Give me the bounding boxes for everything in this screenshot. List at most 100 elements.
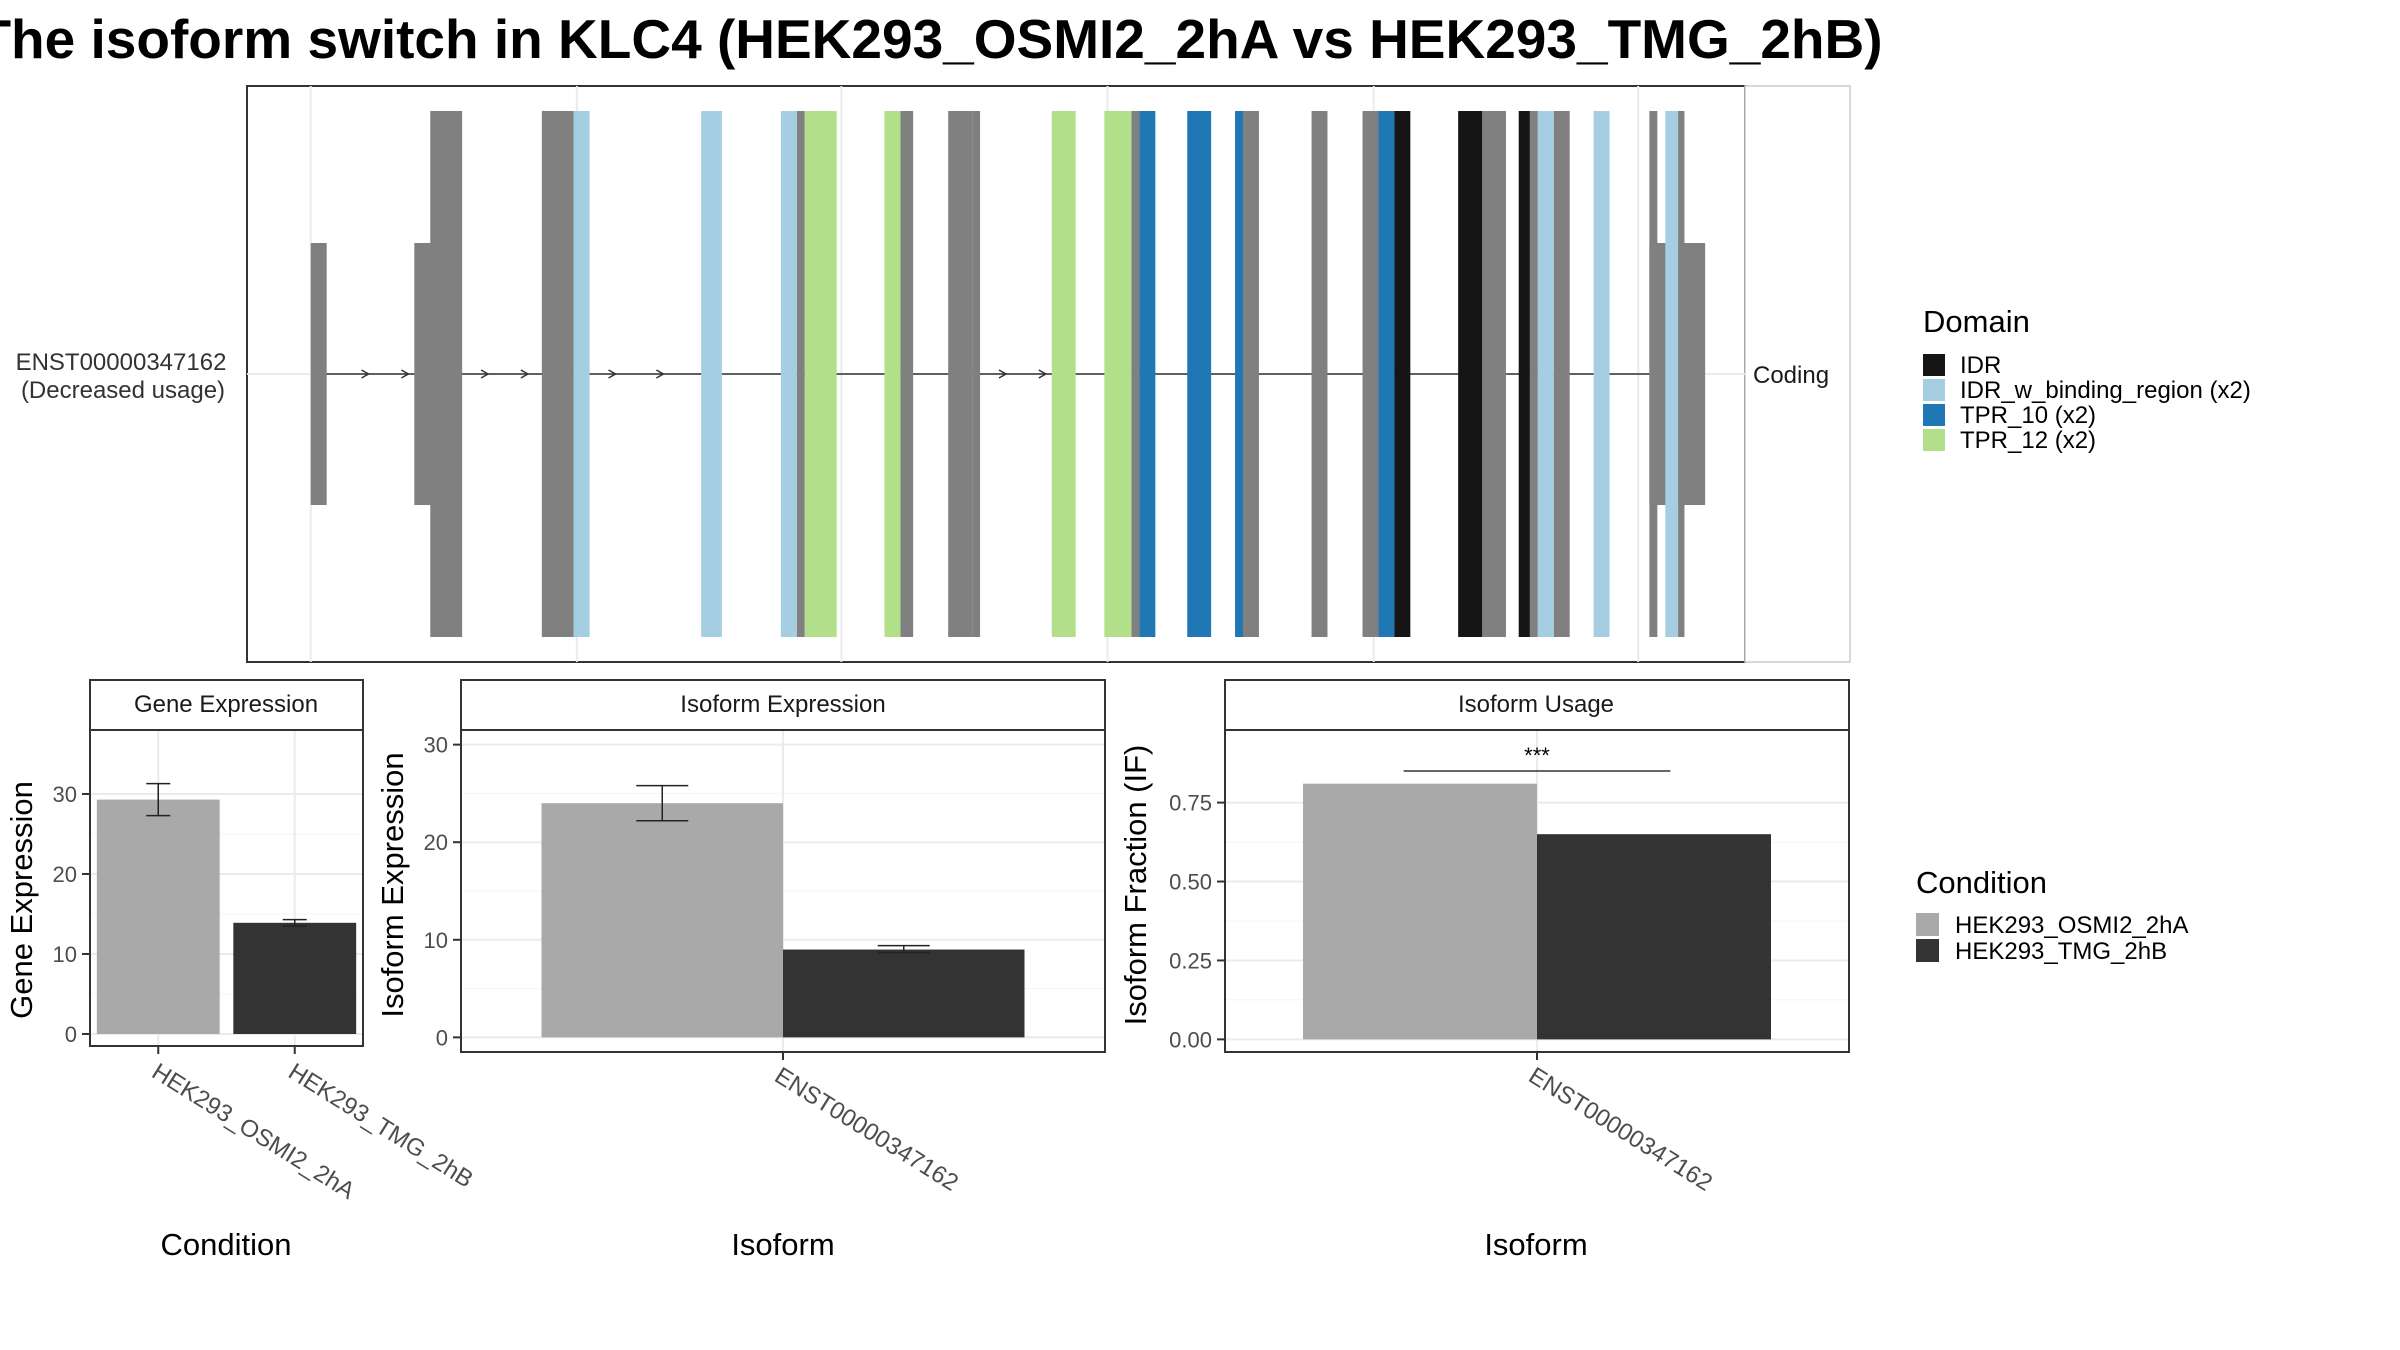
domain-legend-label: IDR_w_binding_region (x2) xyxy=(1960,377,2251,404)
bar-hek293-osmi2-2ha xyxy=(1303,783,1537,1040)
domain-block-idr-w-binding-region xyxy=(1665,111,1679,637)
domain-block-idr-w-binding-region xyxy=(701,111,722,637)
coding-exon-block xyxy=(1243,111,1259,637)
domain-legend-label: TPR_10 (x2) xyxy=(1960,402,2096,429)
panel-strip xyxy=(460,679,1106,731)
condition-legend-label: HEK293_OSMI2_2hA xyxy=(1955,912,2188,939)
y-tick-label: 0.00 xyxy=(1169,1027,1212,1052)
isoform-usage-strip-title: Isoform Usage xyxy=(1458,691,1614,718)
coding-exon-block xyxy=(1678,111,1685,637)
condition-legend-label: HEK293_TMG_2hB xyxy=(1955,938,2167,965)
domain-block-tpr-12 xyxy=(884,111,901,637)
y-tick-label: 0.75 xyxy=(1169,791,1212,816)
significance-stars: *** xyxy=(1524,743,1550,768)
gene-expression-strip-title: Gene Expression xyxy=(134,691,318,718)
coding-exon-block xyxy=(972,111,981,637)
y-tick-label: 30 xyxy=(53,782,77,807)
figure-title: The isoform switch in KLC4 (HEK293_OSMI2… xyxy=(0,8,1883,70)
domain-legend-label: TPR_12 (x2) xyxy=(1960,427,2096,454)
condition-legend-key xyxy=(1916,939,1939,962)
domain-block-idr xyxy=(1394,111,1411,637)
domain-block-tpr-10 xyxy=(1187,111,1212,637)
coding-exon-block xyxy=(796,111,805,637)
y-tick-label: 0.50 xyxy=(1169,870,1212,895)
y-tick-label: 20 xyxy=(424,830,448,855)
transcript-sublabel: (Decreased usage) xyxy=(21,377,225,404)
intron-direction-arrow xyxy=(480,369,490,379)
domain-block-tpr-10 xyxy=(1378,111,1395,637)
transcript-structure-panel xyxy=(246,85,1851,663)
domain-block-idr-w-binding-region xyxy=(780,111,797,637)
bar-hek293-osmi2-2ha xyxy=(96,799,220,1034)
intron-direction-arrow xyxy=(520,369,530,379)
coding-exon-block xyxy=(900,111,914,637)
intron-direction-arrow xyxy=(361,369,371,379)
isoform-expression-x-axis-title: Isoform xyxy=(731,1227,834,1262)
domain-legend-label: IDR xyxy=(1960,352,2001,379)
x-tick-label: ENST00000347162 xyxy=(1524,1062,1717,1197)
isoform-usage-x-axis-title: Isoform xyxy=(1484,1227,1587,1262)
utr-block xyxy=(310,243,327,505)
coding-exon-block xyxy=(1362,111,1379,637)
intron-direction-arrow xyxy=(608,369,618,379)
gene-expression-y-axis-title: Gene Expression xyxy=(4,781,39,1019)
bar-hek293-osmi2-2ha xyxy=(541,803,783,1038)
panel-border xyxy=(89,729,364,1047)
isoform-expression-y-axis-title: Isoform Expression xyxy=(375,752,410,1017)
domain-block-idr xyxy=(1458,111,1483,637)
condition-legend-title: Condition xyxy=(1916,865,2047,900)
coding-exon-block xyxy=(948,111,973,637)
domain-block-tpr-12 xyxy=(804,111,837,637)
domain-block-idr-w-binding-region xyxy=(1593,111,1610,637)
domain-legend-key-tpr-12 xyxy=(1923,429,1945,451)
domain-block-idr xyxy=(1518,111,1530,637)
coding-exon-block xyxy=(1529,111,1538,637)
panel-border xyxy=(460,729,1106,1053)
coding-exon-block xyxy=(1311,111,1328,637)
domain-block-tpr-10 xyxy=(1139,111,1156,637)
domain-legend-key-idr xyxy=(1923,354,1945,376)
isoform-usage-y-axis-title: Isoform Fraction (IF) xyxy=(1118,745,1153,1026)
coding-exon-block xyxy=(430,111,463,637)
bar-hek293-tmg-2hb xyxy=(783,949,1025,1038)
y-tick-label: 10 xyxy=(53,942,77,967)
intron-direction-arrow xyxy=(998,369,1008,379)
panel-strip xyxy=(1224,679,1850,731)
coding-exon-block xyxy=(541,111,574,637)
y-tick-label: 30 xyxy=(424,733,448,758)
coding-exon-block xyxy=(1553,111,1570,637)
y-tick-label: 0 xyxy=(436,1025,448,1050)
transcript-label: ENST00000347162 xyxy=(16,349,227,376)
domain-legend-key-idr-w-binding-region xyxy=(1923,379,1945,401)
intron-direction-arrow xyxy=(1038,369,1048,379)
domain-block-tpr-10 xyxy=(1235,111,1244,637)
isoform-usage-panel: Isoform Usage Isoform Isoform Fraction (… xyxy=(1118,679,1850,1262)
panel-border xyxy=(1224,729,1850,1053)
gene-expression-x-axis-title: Condition xyxy=(161,1227,292,1262)
domain-legend-title: Domain xyxy=(1923,304,2030,339)
y-tick-label: 0.25 xyxy=(1169,948,1212,973)
isoform-expression-strip-title: Isoform Expression xyxy=(680,691,885,718)
y-tick-label: 20 xyxy=(53,862,77,887)
domain-block-tpr-12 xyxy=(1051,111,1076,637)
intron-direction-arrow xyxy=(655,369,665,379)
bar-hek293-tmg-2hb xyxy=(233,922,357,1034)
x-tick-label: ENST00000347162 xyxy=(770,1062,963,1197)
y-tick-label: 10 xyxy=(424,928,448,953)
domain-block-tpr-12 xyxy=(1104,111,1132,637)
facet-strip-coding xyxy=(1744,85,1851,663)
domain-block-idr-w-binding-region xyxy=(1537,111,1554,637)
domain-legend-key-tpr-10 xyxy=(1923,404,1945,426)
domain-block-idr-w-binding-region xyxy=(573,111,590,637)
coding-exon-block xyxy=(1131,111,1140,637)
y-tick-label: 0 xyxy=(65,1022,77,1047)
bar-hek293-tmg-2hb xyxy=(1537,834,1771,1040)
condition-legend-key xyxy=(1916,913,1939,936)
intron-direction-arrow xyxy=(400,369,410,379)
facet-label-coding: Coding xyxy=(1753,362,1829,389)
coding-exon-block xyxy=(1649,111,1658,637)
isoform-expression-panel: Isoform Expression Isoform Isoform Expre… xyxy=(375,679,1106,1262)
